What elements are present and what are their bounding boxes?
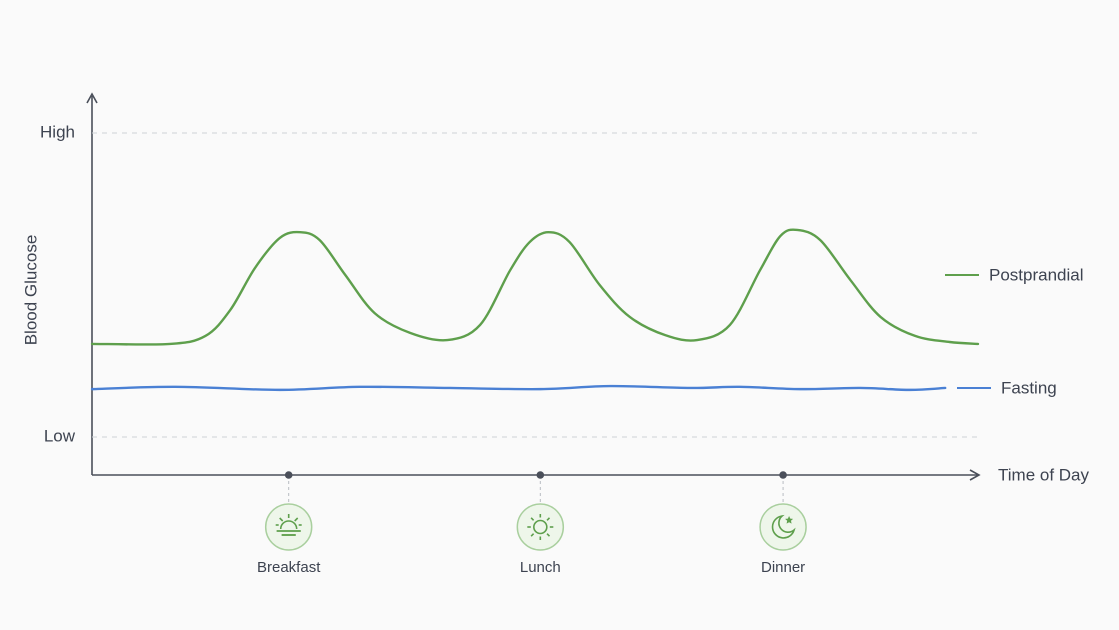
y-tick-label: Low bbox=[44, 426, 76, 445]
y-axis-label: Blood Glucose bbox=[21, 235, 40, 346]
icon-moon bbox=[771, 514, 796, 539]
annotation-dot bbox=[779, 471, 787, 479]
meal-icon bbox=[516, 503, 565, 551]
icon-ray bbox=[279, 517, 284, 522]
y-axis-arrow bbox=[86, 92, 98, 104]
annotation-label: Dinner bbox=[761, 559, 805, 576]
icon-ray bbox=[546, 533, 551, 537]
icon-badge bbox=[264, 503, 313, 551]
icon-ray bbox=[294, 517, 299, 522]
annotation-label: Lunch bbox=[520, 559, 561, 576]
icon-sun bbox=[533, 519, 548, 535]
icon-ray bbox=[546, 517, 551, 521]
annotation-dot bbox=[284, 471, 293, 479]
legend-label: Fasting bbox=[1001, 378, 1057, 397]
icon-ray bbox=[530, 517, 535, 521]
icon-badge bbox=[759, 503, 807, 551]
x-axis-arrow bbox=[969, 469, 981, 481]
annotation-dot bbox=[536, 471, 545, 479]
y-tick-label: High bbox=[40, 122, 75, 141]
meal-icon bbox=[759, 503, 807, 551]
annotation-label: Breakfast bbox=[257, 559, 321, 576]
icon-sun bbox=[279, 520, 298, 530]
icon-ray bbox=[530, 533, 535, 537]
legend-label: Postprandial bbox=[989, 265, 1084, 284]
meal-icon bbox=[264, 503, 313, 551]
icon-badge bbox=[516, 503, 565, 551]
x-axis-label: Time of Day bbox=[998, 465, 1090, 484]
series-line bbox=[90, 228, 980, 346]
icon-star bbox=[785, 516, 794, 524]
series-line bbox=[90, 384, 947, 392]
